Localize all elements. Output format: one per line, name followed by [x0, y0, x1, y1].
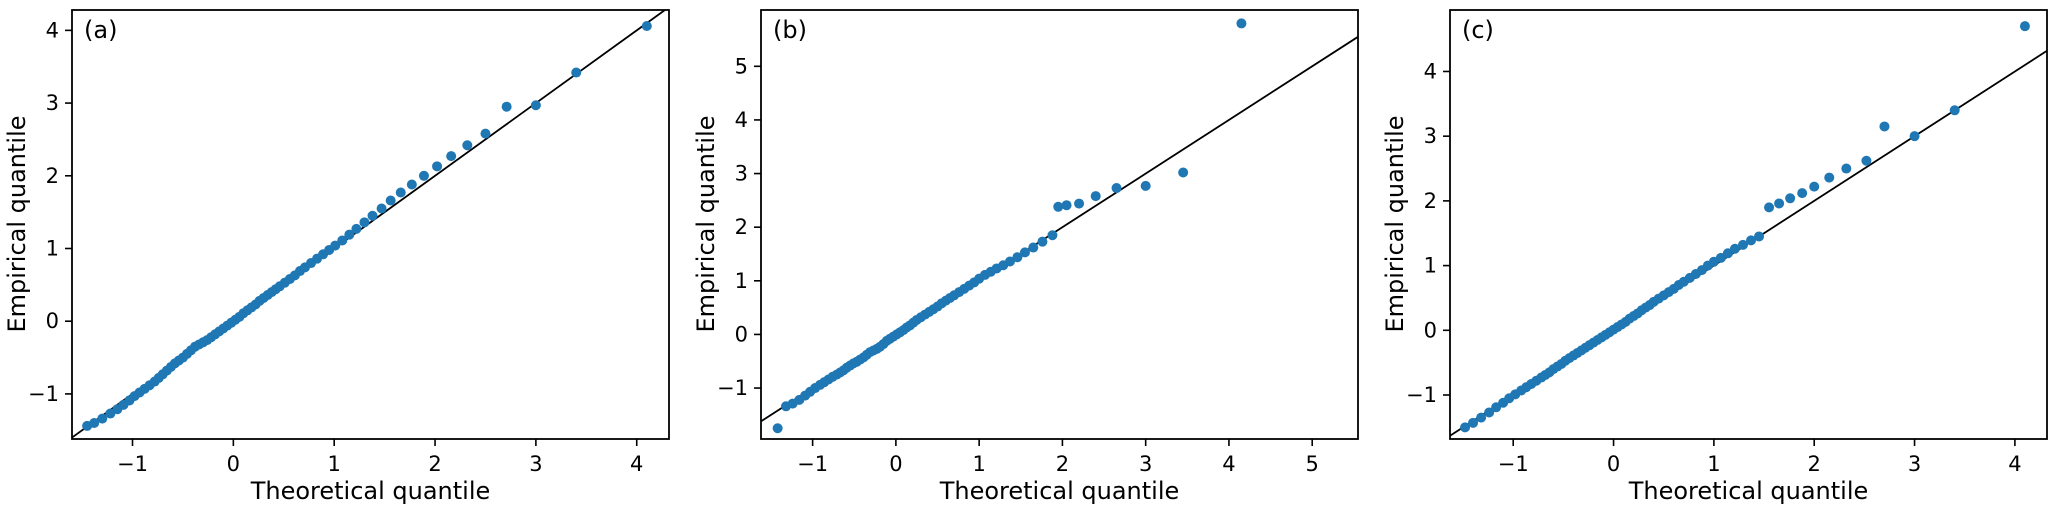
svg-text:3: 3 — [1908, 452, 1921, 476]
svg-text:3: 3 — [1139, 452, 1152, 476]
svg-text:2: 2 — [428, 452, 441, 476]
x-axis-label-c: Theoretical quantile — [1628, 477, 1869, 505]
qq-scatter-plot-c: −1 0 1 2 3 4 −1 0 1 2 3 4 — [1406, 9, 2048, 476]
svg-text:3: 3 — [735, 162, 748, 186]
svg-text:1: 1 — [46, 236, 59, 260]
qq-scatter-plot-b: −1 0 1 2 3 4 5 −1 0 1 2 3 4 5 — [717, 9, 1359, 476]
qq-scatter-plot-a: −1 0 1 2 3 4 −1 0 1 2 3 4 — [28, 9, 670, 476]
svg-text:2: 2 — [735, 215, 748, 239]
svg-text:1: 1 — [1424, 254, 1437, 278]
svg-text:0: 0 — [1607, 452, 1620, 476]
svg-text:1: 1 — [972, 452, 985, 476]
svg-text:2: 2 — [1424, 189, 1437, 213]
svg-text:2: 2 — [1056, 452, 1069, 476]
svg-text:4: 4 — [735, 108, 748, 132]
svg-text:−1: −1 — [1406, 383, 1437, 407]
svg-text:0: 0 — [889, 452, 902, 476]
x-axis-label-b: Theoretical quantile — [939, 477, 1180, 505]
svg-text:4: 4 — [1424, 59, 1437, 83]
y-axis-label-b: Empirical quantile — [692, 115, 720, 333]
svg-text:3: 3 — [1424, 124, 1437, 148]
svg-text:1: 1 — [735, 269, 748, 293]
svg-text:−1: −1 — [28, 382, 59, 406]
y-axis-label-a: Empirical quantile — [3, 115, 31, 333]
svg-text:−1: −1 — [117, 452, 148, 476]
svg-text:5: 5 — [735, 54, 748, 78]
x-axis-label-a: Theoretical quantile — [250, 477, 491, 505]
svg-text:4: 4 — [46, 18, 59, 42]
svg-text:4: 4 — [630, 452, 643, 476]
svg-text:2: 2 — [1808, 452, 1821, 476]
panel-label-b: (b) — [773, 16, 807, 44]
svg-text:0: 0 — [227, 452, 240, 476]
svg-text:0: 0 — [1424, 318, 1437, 342]
svg-text:4: 4 — [2008, 452, 2021, 476]
svg-text:4: 4 — [1222, 452, 1235, 476]
svg-text:3: 3 — [529, 452, 542, 476]
panel-label-a: (a) — [84, 16, 118, 44]
svg-text:3: 3 — [46, 91, 59, 115]
qq-plot-panel-c: −1 0 1 2 3 4 −1 0 1 2 3 4 (c) Empirical quantile Th… — [1378, 0, 2067, 517]
svg-text:−1: −1 — [797, 452, 828, 476]
panel-label-c: (c) — [1462, 16, 1494, 44]
svg-text:−1: −1 — [717, 376, 748, 400]
svg-text:0: 0 — [46, 309, 59, 333]
svg-text:5: 5 — [1306, 452, 1319, 476]
svg-text:1: 1 — [1707, 452, 1720, 476]
qq-plot-panel-b: −1 0 1 2 3 4 5 −1 0 1 2 3 4 5 (b) Empirical quantile … — [689, 0, 1378, 517]
svg-text:0: 0 — [735, 322, 748, 346]
svg-text:−1: −1 — [1498, 452, 1529, 476]
svg-text:2: 2 — [46, 164, 59, 188]
y-axis-label-c: Empirical quantile — [1381, 115, 1409, 333]
svg-text:1: 1 — [328, 452, 341, 476]
qq-plot-panel-a: −1 0 1 2 3 4 −1 0 1 2 3 4 (a) Empirical quantile Th… — [0, 0, 689, 517]
